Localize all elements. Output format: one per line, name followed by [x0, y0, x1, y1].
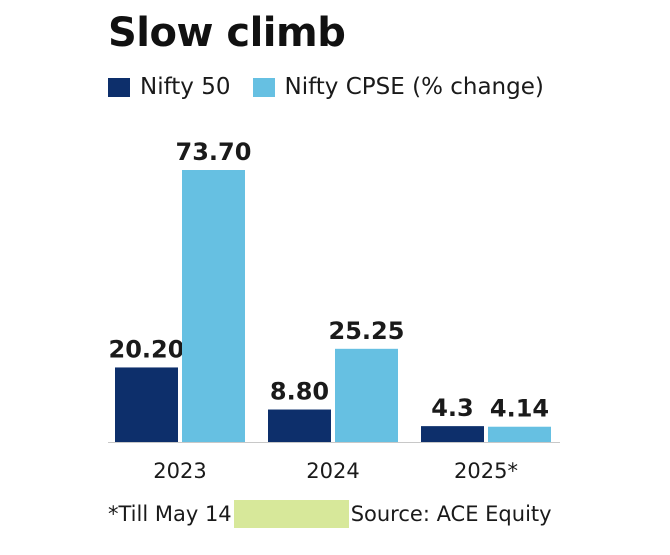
- data-label-nifty-50-2024: 8.80: [270, 378, 329, 406]
- bar-nifty-cpse-2024: [335, 348, 398, 442]
- redaction-highlight: [233, 500, 349, 528]
- bar-nifty-50-2025: [421, 426, 484, 442]
- legend-swatch-nifty-50: [108, 77, 130, 97]
- bar-nifty-50-2024: [268, 409, 331, 442]
- footnote: *Till May 14: [108, 502, 232, 526]
- footer: *Till May 14 Source: ACE Equity: [108, 500, 552, 528]
- data-label-nifty-50-2023: 20.20: [109, 335, 185, 363]
- x-tick-label-2024: 2024: [306, 459, 359, 483]
- bar-nifty-cpse-2025: [488, 426, 551, 442]
- bar-nifty-50-2023: [115, 367, 178, 442]
- data-label-nifty-cpse-2024: 25.25: [329, 317, 405, 345]
- legend-item-nifty-50: Nifty 50: [108, 74, 231, 100]
- data-label-nifty-cpse-2023: 73.70: [176, 138, 252, 166]
- legend: Nifty 50 Nifty CPSE (% change): [108, 74, 566, 100]
- legend-swatch-nifty-cpse: [252, 77, 275, 97]
- data-label-nifty-cpse-2025: 4.14: [490, 395, 549, 423]
- x-tick-label-2023: 2023: [153, 459, 206, 483]
- chart-title: Slow climb: [108, 10, 346, 56]
- data-label-nifty-50-2025: 4.3: [431, 394, 474, 422]
- bar-nifty-cpse-2023: [182, 170, 245, 442]
- legend-label-nifty-50: Nifty 50: [140, 74, 231, 100]
- x-tick-label-2025: 2025*: [454, 459, 518, 483]
- source-note: Source: ACE Equity: [350, 502, 552, 526]
- legend-item-nifty-cpse: Nifty CPSE (% change): [252, 74, 544, 100]
- legend-label-nifty-cpse: Nifty CPSE (% change): [284, 74, 544, 100]
